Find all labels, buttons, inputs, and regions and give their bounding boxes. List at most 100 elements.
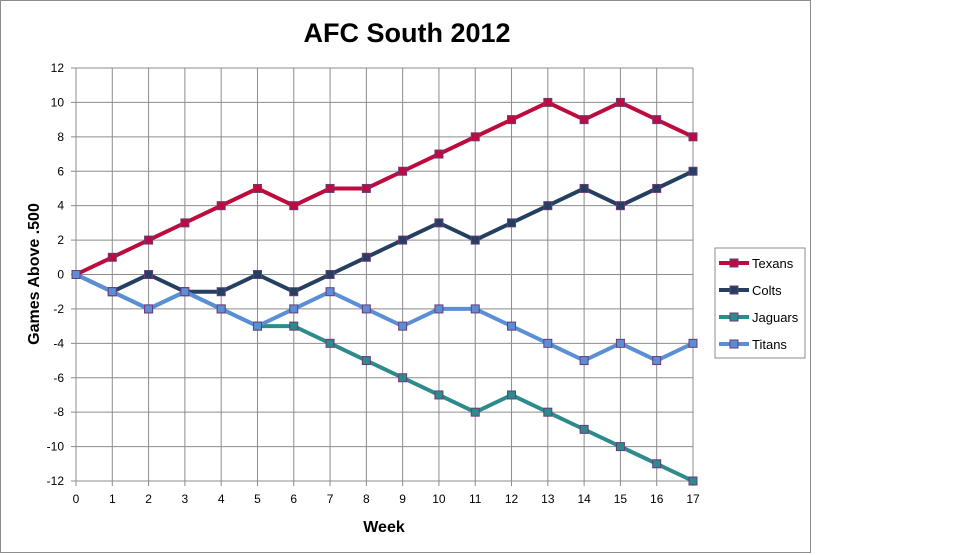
data-point (325, 338, 335, 348)
data-point (470, 132, 480, 142)
legend-swatch-marker (729, 312, 739, 322)
data-point (615, 201, 625, 211)
data-point (107, 287, 117, 297)
legend-label: Jaguars (752, 310, 799, 325)
y-tick-label: 12 (51, 61, 65, 75)
x-tick-label: 9 (399, 492, 406, 506)
data-point (180, 218, 190, 228)
data-point (543, 201, 553, 211)
data-point (252, 183, 262, 193)
data-point (289, 201, 299, 211)
y-tick-label: 4 (57, 199, 64, 213)
data-point (507, 390, 517, 400)
data-point (579, 115, 589, 125)
legend-swatch-marker (729, 339, 739, 349)
data-point (579, 356, 589, 366)
chart-frame: AFC South 2012 Games Above .500 Week -12… (0, 0, 811, 553)
data-point (398, 235, 408, 245)
legend-item: Jaguars (719, 310, 799, 325)
y-tick-label: -2 (53, 302, 64, 316)
data-point (579, 183, 589, 193)
x-tick-label: 12 (505, 492, 519, 506)
x-tick-label: 17 (686, 492, 700, 506)
y-axis-title: Games Above .500 (26, 203, 43, 345)
data-point (144, 270, 154, 279)
data-point (507, 218, 517, 228)
data-point (543, 338, 553, 348)
x-tick-label: 4 (218, 492, 225, 506)
data-point (216, 287, 226, 297)
x-tick-label: 13 (541, 492, 555, 506)
data-point (688, 338, 698, 348)
data-point (434, 218, 444, 228)
data-point (470, 304, 480, 314)
data-point (252, 270, 262, 279)
x-tick-label: 16 (650, 492, 664, 506)
x-tick-label: 11 (469, 492, 482, 506)
series-line (75, 169, 694, 294)
data-point (361, 304, 371, 314)
data-point (652, 356, 662, 366)
x-tick-label: 2 (145, 492, 152, 506)
data-point (615, 97, 625, 107)
data-point (289, 304, 299, 314)
data-point (144, 304, 154, 314)
series-texans (71, 97, 698, 279)
data-point (434, 149, 444, 159)
x-tick-label: 5 (254, 492, 261, 506)
y-tick-label: -4 (53, 336, 64, 350)
data-point (688, 476, 698, 486)
legend-label: Titans (752, 337, 787, 352)
data-point (144, 235, 154, 245)
data-point (361, 252, 371, 262)
data-point (434, 304, 444, 314)
data-point (688, 166, 698, 176)
y-tick-label: 8 (57, 130, 64, 144)
data-point (652, 115, 662, 125)
data-point (216, 201, 226, 211)
data-point (543, 407, 553, 417)
y-tick-label: -6 (53, 371, 64, 385)
legend-swatch-marker (729, 285, 739, 295)
data-point (470, 235, 480, 245)
x-tick-label: 7 (327, 492, 334, 506)
x-tick-label: 1 (109, 492, 116, 506)
x-tick-label: 8 (363, 492, 370, 506)
legend-item: Titans (719, 337, 787, 352)
series-line (75, 100, 694, 277)
legend-swatch-marker (729, 258, 739, 268)
data-point (470, 407, 480, 417)
series-colts (71, 166, 698, 297)
x-tick-label: 0 (73, 492, 80, 506)
legend-item: Texans (719, 256, 794, 271)
y-tick-label: -12 (47, 474, 65, 488)
data-point (398, 166, 408, 176)
x-tick-label: 3 (182, 492, 189, 506)
legend-label: Texans (752, 256, 794, 271)
x-axis-title: Week (363, 519, 405, 536)
series-titans (71, 270, 698, 366)
y-tick-label: 0 (57, 268, 64, 282)
data-point (688, 132, 698, 142)
y-tick-label: 10 (51, 95, 65, 109)
data-point (361, 356, 371, 366)
data-point (652, 183, 662, 193)
x-tick-label: 6 (290, 492, 297, 506)
legend-label: Colts (752, 283, 782, 298)
data-point (507, 321, 517, 331)
series-layer (71, 97, 698, 486)
x-tick-label: 14 (577, 492, 591, 506)
data-point (434, 390, 444, 400)
data-point (180, 287, 190, 297)
data-point (398, 321, 408, 331)
data-point (507, 115, 517, 125)
y-tick-label: -10 (47, 440, 65, 454)
data-point (107, 252, 117, 262)
data-point (543, 97, 553, 107)
legend-item: Colts (719, 283, 782, 298)
data-point (361, 183, 371, 193)
y-tick-label: -8 (53, 405, 64, 419)
x-tick-label: 15 (614, 492, 628, 506)
series-line (75, 272, 694, 363)
